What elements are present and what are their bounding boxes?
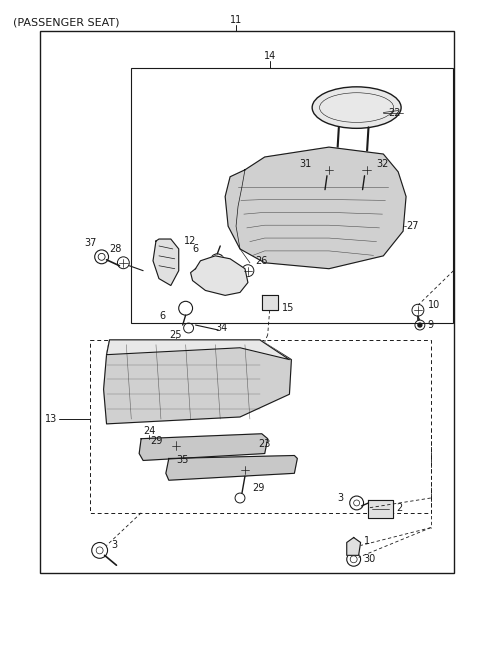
- Text: 34: 34: [216, 323, 228, 333]
- Text: 26: 26: [255, 256, 267, 266]
- Text: 35: 35: [176, 455, 189, 466]
- Text: 14: 14: [264, 51, 276, 61]
- Text: 22: 22: [388, 108, 401, 117]
- Polygon shape: [107, 340, 289, 359]
- Circle shape: [418, 323, 422, 327]
- Polygon shape: [153, 239, 179, 285]
- Bar: [131, 68, 453, 323]
- Text: 3: 3: [337, 493, 344, 503]
- Polygon shape: [225, 147, 406, 269]
- Text: 28: 28: [109, 244, 122, 254]
- Text: 9: 9: [428, 320, 434, 330]
- Text: 29: 29: [151, 436, 163, 445]
- Polygon shape: [166, 455, 297, 480]
- Text: 31: 31: [299, 159, 311, 169]
- Polygon shape: [262, 295, 277, 310]
- Polygon shape: [191, 256, 248, 295]
- Text: 12: 12: [184, 236, 196, 246]
- Text: 29: 29: [252, 483, 264, 493]
- Text: 13: 13: [45, 414, 57, 424]
- Text: 30: 30: [363, 554, 376, 564]
- Text: 32: 32: [376, 159, 389, 169]
- Text: 27: 27: [406, 221, 419, 231]
- Text: 6: 6: [160, 311, 166, 321]
- Text: 10: 10: [428, 300, 440, 310]
- Bar: [90, 340, 431, 513]
- Text: 3: 3: [111, 541, 118, 550]
- Text: 23: 23: [258, 439, 270, 449]
- Polygon shape: [139, 434, 268, 461]
- Text: (PASSENGER SEAT): (PASSENGER SEAT): [12, 18, 119, 28]
- Text: 37: 37: [84, 238, 96, 248]
- Polygon shape: [347, 537, 360, 556]
- Bar: [40, 31, 454, 573]
- Text: 1: 1: [363, 535, 370, 546]
- Polygon shape: [104, 340, 291, 424]
- Polygon shape: [369, 500, 393, 518]
- Text: 15: 15: [281, 303, 294, 313]
- Text: 24: 24: [143, 426, 155, 436]
- Ellipse shape: [312, 87, 401, 129]
- Text: 11: 11: [230, 14, 242, 25]
- Text: 2: 2: [396, 503, 402, 513]
- Text: 6: 6: [192, 244, 199, 254]
- Text: 25: 25: [169, 330, 182, 340]
